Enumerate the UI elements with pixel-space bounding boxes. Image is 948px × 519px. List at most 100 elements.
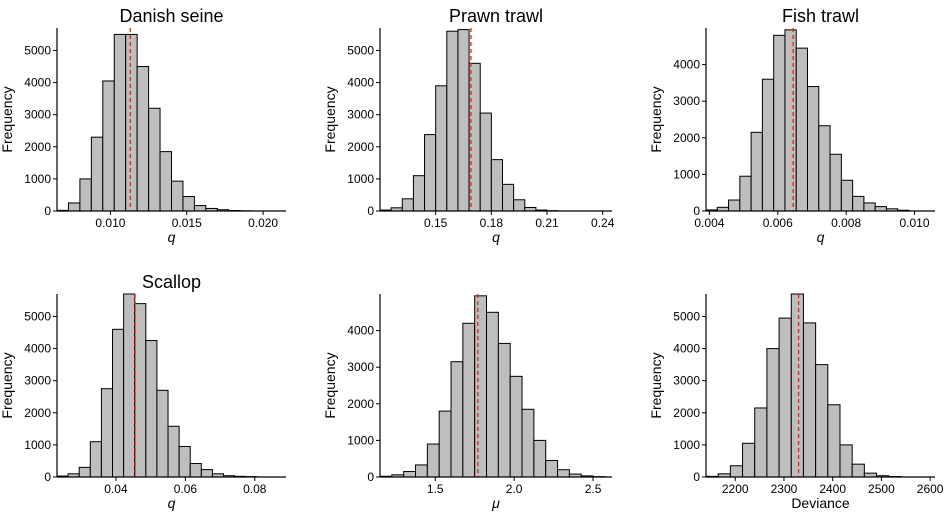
- y-tick-label: 2000: [673, 131, 700, 145]
- x-axis-label: q: [168, 229, 176, 245]
- y-axis-label: Frequency: [322, 86, 338, 152]
- y-tick-label: 4000: [24, 342, 51, 356]
- histogram-bar: [510, 376, 522, 477]
- histogram-bar: [767, 349, 779, 477]
- histogram-bar: [475, 296, 487, 477]
- y-tick-label: 5000: [24, 43, 51, 57]
- x-tick-label: 2300: [771, 482, 798, 496]
- histogram-bar: [740, 176, 751, 211]
- histogram-bar: [491, 160, 502, 211]
- x-tick-label: 0.004: [694, 216, 724, 230]
- y-axis-label: Frequency: [648, 352, 664, 418]
- x-tick-label: 0.21: [535, 216, 559, 230]
- y-tick-label: 1000: [24, 172, 51, 186]
- histogram-bar: [729, 200, 740, 211]
- x-tick-label: 0.010: [95, 216, 125, 230]
- histogram-bar: [439, 411, 451, 477]
- histogram-bar: [498, 343, 510, 477]
- histogram-bar: [840, 445, 852, 477]
- x-tick-label: 1.5: [427, 482, 444, 496]
- histogram-bar: [762, 79, 773, 211]
- histogram-bar: [785, 30, 796, 211]
- y-tick-label: 1000: [24, 438, 51, 452]
- y-tick-label: 1000: [347, 172, 374, 186]
- histogram-bar: [534, 440, 546, 477]
- y-tick-label: 3000: [24, 374, 51, 388]
- x-tick-label: 2400: [819, 482, 846, 496]
- y-tick-label: 4000: [347, 324, 374, 338]
- histogram-bar: [113, 329, 124, 477]
- histogram-bar: [480, 113, 491, 211]
- y-tick-label: 2000: [24, 140, 51, 154]
- x-tick-label: 0.04: [104, 482, 128, 496]
- histogram-bar: [864, 203, 875, 211]
- y-tick-label: 3000: [347, 360, 374, 374]
- y-tick-label: 1000: [673, 167, 700, 181]
- y-tick-label: 0: [693, 470, 700, 484]
- y-tick-label: 1000: [673, 438, 700, 452]
- histogram-bar: [796, 48, 807, 211]
- histogram-bar: [841, 180, 852, 211]
- x-axis-label: q: [492, 229, 500, 245]
- histogram-bar: [103, 81, 114, 211]
- histogram-bar: [743, 443, 755, 477]
- histogram-bar: [546, 461, 558, 477]
- y-tick-label: 5000: [347, 43, 374, 57]
- y-tick-label: 3000: [673, 374, 700, 388]
- y-axis-label: Frequency: [322, 352, 338, 418]
- histogram-bar: [90, 442, 101, 477]
- histogram-bar: [451, 362, 463, 477]
- histogram-bar: [135, 304, 146, 477]
- x-tick-label: 0.006: [763, 216, 793, 230]
- x-tick-label: 2200: [722, 482, 749, 496]
- y-tick-label: 4000: [673, 58, 700, 72]
- x-axis-label: μ: [491, 495, 500, 511]
- histogram-bar: [126, 34, 137, 211]
- histogram-bar: [875, 207, 886, 211]
- histogram-bar: [168, 426, 179, 477]
- histogram-bar: [68, 203, 79, 211]
- histogram-bar: [190, 464, 201, 477]
- histogram-bar: [487, 312, 499, 477]
- histogram-bar: [427, 444, 439, 477]
- histogram-bar: [101, 389, 112, 477]
- x-tick-label: 2500: [868, 482, 895, 496]
- histogram-bar: [502, 184, 513, 211]
- histogram-bar: [819, 126, 830, 211]
- histogram-bar: [774, 35, 785, 211]
- x-tick-label: 0.010: [899, 216, 929, 230]
- histogram-bar: [522, 409, 534, 477]
- y-tick-label: 4000: [347, 76, 374, 90]
- histogram-bar: [79, 467, 90, 477]
- histogram-bar: [830, 154, 841, 211]
- panel-title: Scallop: [142, 272, 201, 292]
- y-tick-label: 4000: [24, 76, 51, 90]
- x-axis-label: Deviance: [791, 495, 850, 511]
- y-tick-label: 1000: [347, 433, 374, 447]
- histogram-bar: [425, 135, 436, 211]
- histogram-bar: [402, 199, 413, 211]
- y-tick-label: 2000: [347, 140, 374, 154]
- histogram-bar: [404, 472, 416, 477]
- y-tick-label: 0: [367, 204, 374, 218]
- histogram-bar: [194, 206, 205, 211]
- histogram-bar: [803, 323, 815, 477]
- histogram-bar: [751, 132, 762, 211]
- histogram-bar: [179, 447, 190, 478]
- histogram-bar: [791, 294, 803, 477]
- y-axis-label: Frequency: [0, 86, 15, 152]
- histogram-bar: [808, 87, 819, 211]
- x-tick-label: 0.08: [243, 482, 267, 496]
- x-tick-label: 0.015: [172, 216, 202, 230]
- histogram-bar: [114, 34, 125, 211]
- x-tick-label: 0.24: [591, 216, 615, 230]
- x-tick-label: 0.18: [480, 216, 504, 230]
- histogram-bar: [160, 152, 171, 211]
- histogram-bar: [157, 390, 168, 477]
- x-tick-label: 0.008: [831, 216, 861, 230]
- y-tick-label: 2000: [24, 406, 51, 420]
- y-tick-label: 5000: [673, 309, 700, 323]
